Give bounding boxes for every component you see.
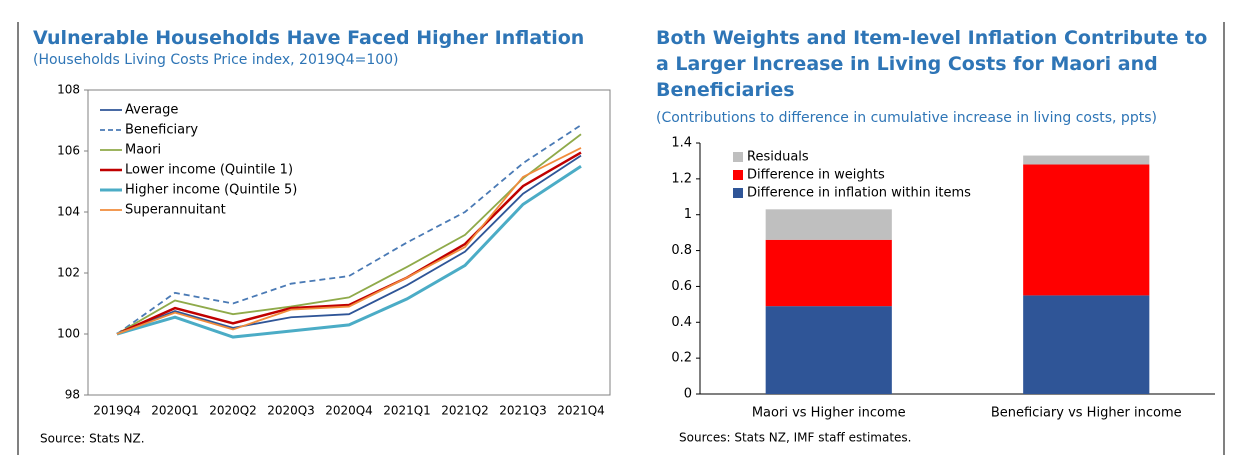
x-tick-label: 2021Q1 [383,404,431,418]
legend-label: Superannuitant [125,203,226,218]
chart-title: Both Weights and Item-level Inflation Co… [656,27,1208,101]
series-line [116,154,582,335]
series-line [116,133,582,335]
chart-subtitle: (Households Living Costs Price index, 20… [33,52,399,68]
bar-segment [1023,164,1150,296]
y-tick-label: 0.4 [671,315,692,330]
source: Source: Stats NZ. [40,432,145,446]
x-tick-label: Beneficiary vs Higher income [991,406,1182,421]
x-tick-label: 2020Q2 [209,404,257,418]
y-tick-label: 0.6 [671,279,692,294]
x-tick-label: 2020Q4 [325,404,373,418]
x-tick-label: 2019Q4 [93,404,141,418]
bar-segment [765,306,892,394]
y-tick-label: 1 [684,207,692,222]
x-tick-label: 2021Q4 [557,404,605,418]
y-tick-label: 102 [57,266,80,280]
legend-label: Higher income (Quintile 5) [125,183,297,198]
x-tick-label: 2021Q2 [441,404,489,418]
legend-label: Maori [125,143,161,158]
chart-title: Vulnerable Households Have Faced Higher … [33,27,585,49]
y-tick-label: 106 [57,144,80,158]
series-line [116,151,582,336]
y-tick-label: 108 [57,83,80,97]
legend-label: Average [125,103,178,118]
legend-label: Difference in weights [747,168,885,183]
y-tick-label: 100 [57,327,80,341]
plot-frame [87,89,611,396]
x-tick-label: 2020Q3 [267,404,315,418]
y-tick-label: 98 [65,388,80,402]
bar-segment [765,239,892,307]
legend-swatch [733,152,743,162]
legend-swatch [733,188,743,198]
legend-label: Beneficiary [125,123,198,138]
x-tick-label: 2021Q3 [499,404,547,418]
y-tick-label: 1.2 [671,171,692,186]
legend-swatch [733,170,743,180]
bar-segment [1023,155,1150,165]
bar-segment [1023,295,1150,394]
legend-label: Difference in inflation within items [747,186,971,201]
y-tick-label: 104 [57,205,80,219]
chart-subtitle: (Contributions to difference in cumulati… [656,110,1157,126]
source: Sources: Stats NZ, IMF staff estimates. [679,431,911,445]
legend-label: Lower income (Quintile 1) [125,163,293,178]
series-line [116,164,582,339]
bar-segment [765,209,892,240]
y-tick-label: 1.4 [671,136,692,151]
y-tick-label: 0.2 [671,351,692,366]
x-tick-label: 2020Q1 [151,404,199,418]
series-line [116,147,582,335]
series-line [116,124,582,335]
legend-label: Residuals [747,150,809,165]
y-tick-label: 0 [684,387,692,402]
x-tick-label: Maori vs Higher income [752,406,906,421]
y-tick-label: 0.8 [671,243,692,258]
